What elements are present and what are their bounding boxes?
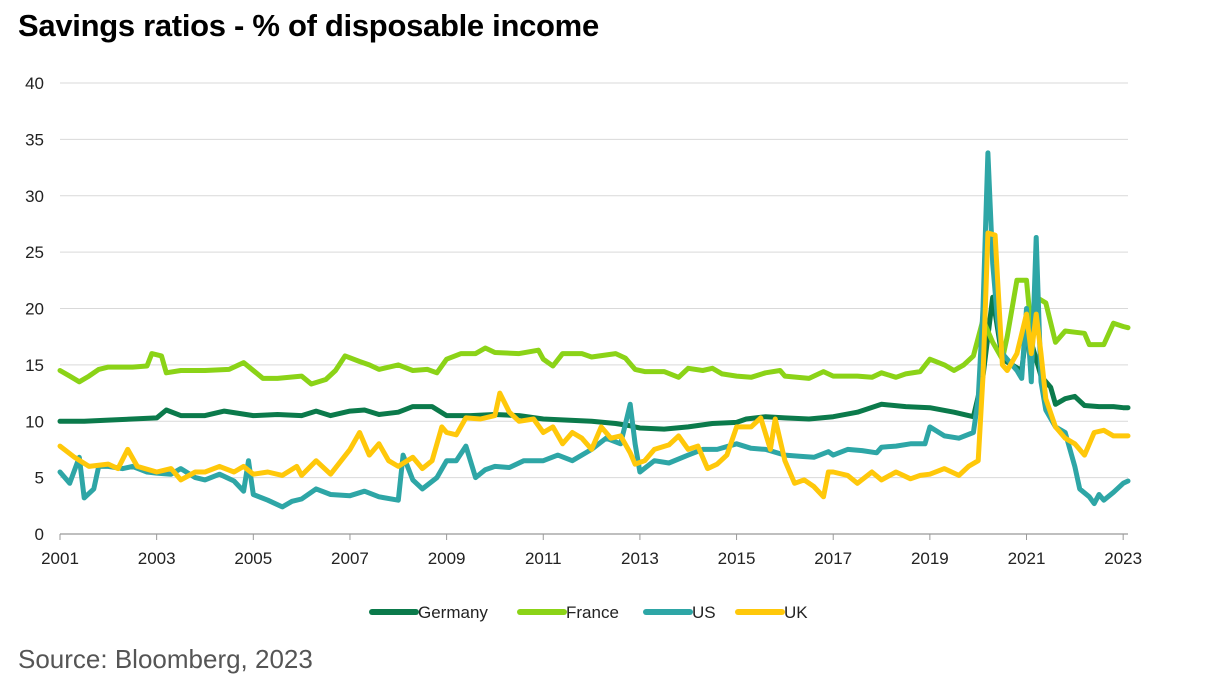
y-tick-label: 15 bbox=[25, 356, 44, 375]
x-axis-ticks: 2001 2003 2005 2007 2009 2011 2013 2015 2017 2019… bbox=[41, 534, 1142, 568]
legend-item-germany: Germany bbox=[369, 603, 488, 622]
x-tick-label: 2001 bbox=[41, 549, 79, 568]
y-axis-ticks: 0 5 10 15 20 25 30 35 40 bbox=[25, 74, 44, 544]
x-tick-label: 2021 bbox=[1008, 549, 1046, 568]
y-tick-label: 0 bbox=[35, 525, 44, 544]
series-line-us bbox=[57, 150, 1131, 510]
x-tick-label: 2007 bbox=[331, 549, 369, 568]
y-tick-label: 30 bbox=[25, 187, 44, 206]
legend-label: France bbox=[566, 603, 619, 622]
y-tick-label: 20 bbox=[25, 300, 44, 319]
chart-title: Savings ratios - % of disposable income bbox=[18, 8, 599, 43]
series-line-france bbox=[57, 277, 1131, 387]
x-tick-label: 2011 bbox=[525, 549, 562, 568]
x-tick-label: 2003 bbox=[138, 549, 176, 568]
y-tick-label: 25 bbox=[25, 243, 44, 262]
legend-label: Germany bbox=[418, 603, 488, 622]
y-tick-label: 5 bbox=[35, 469, 44, 488]
y-tick-label: 10 bbox=[25, 412, 44, 431]
y-tick-label: 40 bbox=[25, 74, 44, 93]
x-tick-label: 2009 bbox=[428, 549, 466, 568]
y-tick-label: 35 bbox=[25, 130, 44, 149]
legend: Germany France US UK bbox=[369, 603, 808, 622]
series-lines bbox=[57, 150, 1131, 510]
legend-item-uk: UK bbox=[735, 603, 808, 622]
x-tick-label: 2017 bbox=[814, 549, 852, 568]
series-line-uk bbox=[57, 230, 1131, 500]
legend-item-france: France bbox=[517, 603, 619, 622]
legend-label: US bbox=[692, 603, 716, 622]
x-tick-label: 2019 bbox=[911, 549, 949, 568]
source-note: Source: Bloomberg, 2023 bbox=[18, 644, 313, 674]
x-tick-label: 2023 bbox=[1104, 549, 1142, 568]
legend-item-us: US bbox=[643, 603, 716, 622]
x-tick-label: 2013 bbox=[621, 549, 659, 568]
x-tick-label: 2005 bbox=[234, 549, 272, 568]
legend-label: UK bbox=[784, 603, 808, 622]
x-tick-label: 2015 bbox=[718, 549, 756, 568]
